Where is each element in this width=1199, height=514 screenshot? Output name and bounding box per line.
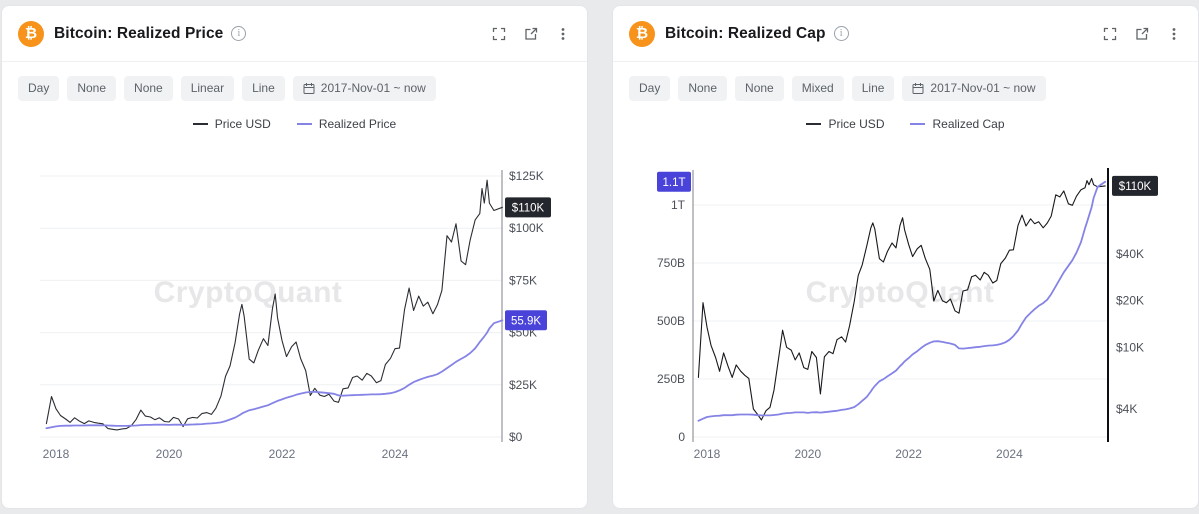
bitcoin-icon: ₿: [18, 20, 44, 47]
legend-swatch: [910, 123, 926, 125]
legend-item-realized-price[interactable]: Realized Price: [296, 117, 397, 131]
x-tick-label: 2024: [996, 447, 1023, 461]
interval-chip[interactable]: Day: [629, 76, 671, 101]
panel-header: ₿ Bitcoin: Realized Price i: [2, 6, 587, 62]
panel-title: Bitcoin: Realized Price: [54, 24, 224, 42]
watermark: CryptoQuant: [154, 276, 343, 309]
scale-chip[interactable]: Linear: [180, 76, 235, 101]
panel-realized-cap: ₿ Bitcoin: Realized Cap i Day None None …: [612, 5, 1199, 509]
open-in-new-button[interactable]: [521, 24, 541, 44]
more-options-button[interactable]: [553, 24, 573, 44]
open-in-new-button[interactable]: [1132, 24, 1152, 44]
toolbar: Day None None Mixed Line 2017-Nov-01 ~ n…: [613, 62, 1198, 101]
y-tick-label: $25K: [509, 378, 537, 392]
kebab-menu-icon: [561, 27, 565, 40]
price-usd-line: [697, 177, 1106, 421]
y-tick-label-left: 0: [678, 430, 685, 444]
last-value-badge-label: 55.9K: [511, 315, 541, 327]
date-range-label: 2017-Nov-01 ~ now: [320, 81, 426, 95]
y-tick-label-right: $10K: [1116, 340, 1144, 354]
indicator-chip-2[interactable]: None: [124, 76, 173, 101]
legend-swatch: [296, 123, 312, 125]
date-range-chip[interactable]: 2017-Nov-01 ~ now: [292, 76, 436, 101]
legend-label: Realized Price: [318, 117, 397, 131]
info-icon[interactable]: i: [231, 26, 247, 41]
last-value-badge-label: 1.1T: [662, 177, 685, 189]
x-tick-label: 2018: [694, 447, 721, 461]
watermark: CryptoQuant: [806, 276, 995, 309]
legend-item-price-usd[interactable]: Price USD: [192, 117, 271, 131]
chart-type-chip[interactable]: Line: [851, 76, 895, 101]
last-value-badge: [505, 310, 547, 331]
legend: Price USD Realized Price: [2, 117, 587, 131]
indicator-chip-1[interactable]: None: [678, 76, 728, 101]
y-tick-label: $125K: [509, 169, 544, 183]
toolbar: Day None None Linear Line 2017-Nov-01 ~ …: [2, 62, 587, 101]
fullscreen-icon: [492, 27, 506, 40]
legend-label: Realized Cap: [932, 117, 1005, 131]
open-in-new-icon: [525, 27, 538, 40]
x-tick-label: 2022: [269, 447, 296, 461]
legend-swatch: [192, 123, 208, 125]
x-tick-label: 2020: [794, 447, 821, 461]
open-in-new-icon: [1136, 27, 1149, 40]
y-tick-label-left: 250B: [657, 372, 685, 386]
legend-item-realized-cap[interactable]: Realized Cap: [910, 117, 1005, 131]
calendar-icon: [303, 83, 315, 94]
indicator-chip-2[interactable]: None: [735, 76, 784, 101]
more-options-button[interactable]: [1164, 24, 1184, 44]
y-tick-label-left: 750B: [657, 256, 685, 270]
panel-realized-price: ₿ Bitcoin: Realized Price i Day None Non…: [1, 5, 588, 509]
x-tick-label: 2018: [43, 447, 70, 461]
realized-price-line: [45, 319, 504, 430]
legend: Price USD Realized Cap: [613, 117, 1198, 131]
y-tick-label: $100K: [509, 221, 544, 235]
date-range-label: 2017-Nov-01 ~ now: [930, 81, 1036, 95]
calendar-icon: [912, 83, 924, 94]
y-tick-label-right: $40K: [1116, 247, 1144, 261]
y-tick-label: $75K: [509, 273, 537, 287]
panel-title: Bitcoin: Realized Cap: [665, 24, 826, 42]
legend-label: Price USD: [214, 117, 271, 131]
x-tick-label: 2024: [382, 447, 409, 461]
legend-label: Price USD: [828, 117, 885, 131]
last-value-badge-label: $110K: [512, 202, 545, 214]
fullscreen-icon: [1103, 27, 1117, 40]
bitcoin-icon: ₿: [629, 20, 655, 47]
scale-chip[interactable]: Mixed: [791, 76, 844, 101]
realized-cap-chart[interactable]: CryptoQuant 0 250B 500B 750B 1T $4K $10K $20K $40…: [613, 150, 1199, 480]
last-value-badge: [1112, 175, 1158, 196]
last-value-badge: [657, 171, 691, 192]
chart-type-chip[interactable]: Line: [242, 76, 285, 101]
x-tick-label: 2022: [895, 447, 922, 461]
legend-swatch: [806, 123, 822, 125]
info-icon[interactable]: i: [833, 26, 849, 41]
y-tick-label-left: 500B: [657, 314, 685, 328]
y-tick-label-right: $20K: [1116, 294, 1144, 308]
indicator-chip-1[interactable]: None: [67, 76, 117, 101]
date-range-chip[interactable]: 2017-Nov-01 ~ now: [902, 76, 1046, 101]
y-tick-label-left: 1T: [671, 198, 686, 212]
realized-cap-line: [697, 180, 1107, 422]
fullscreen-button[interactable]: [1100, 24, 1120, 44]
x-tick-label: 2020: [156, 447, 183, 461]
last-value-badge-label: $110K: [1119, 181, 1152, 193]
y-tick-label-right: $4K: [1116, 402, 1137, 416]
y-tick-label: $0: [509, 430, 523, 444]
legend-item-price-usd[interactable]: Price USD: [806, 117, 884, 131]
price-usd-line: [45, 179, 503, 431]
panel-header: ₿ Bitcoin: Realized Cap i: [613, 6, 1198, 62]
fullscreen-button[interactable]: [489, 24, 509, 44]
kebab-menu-icon: [1172, 27, 1176, 40]
last-value-badge: [505, 197, 551, 218]
interval-chip[interactable]: Day: [18, 76, 60, 101]
